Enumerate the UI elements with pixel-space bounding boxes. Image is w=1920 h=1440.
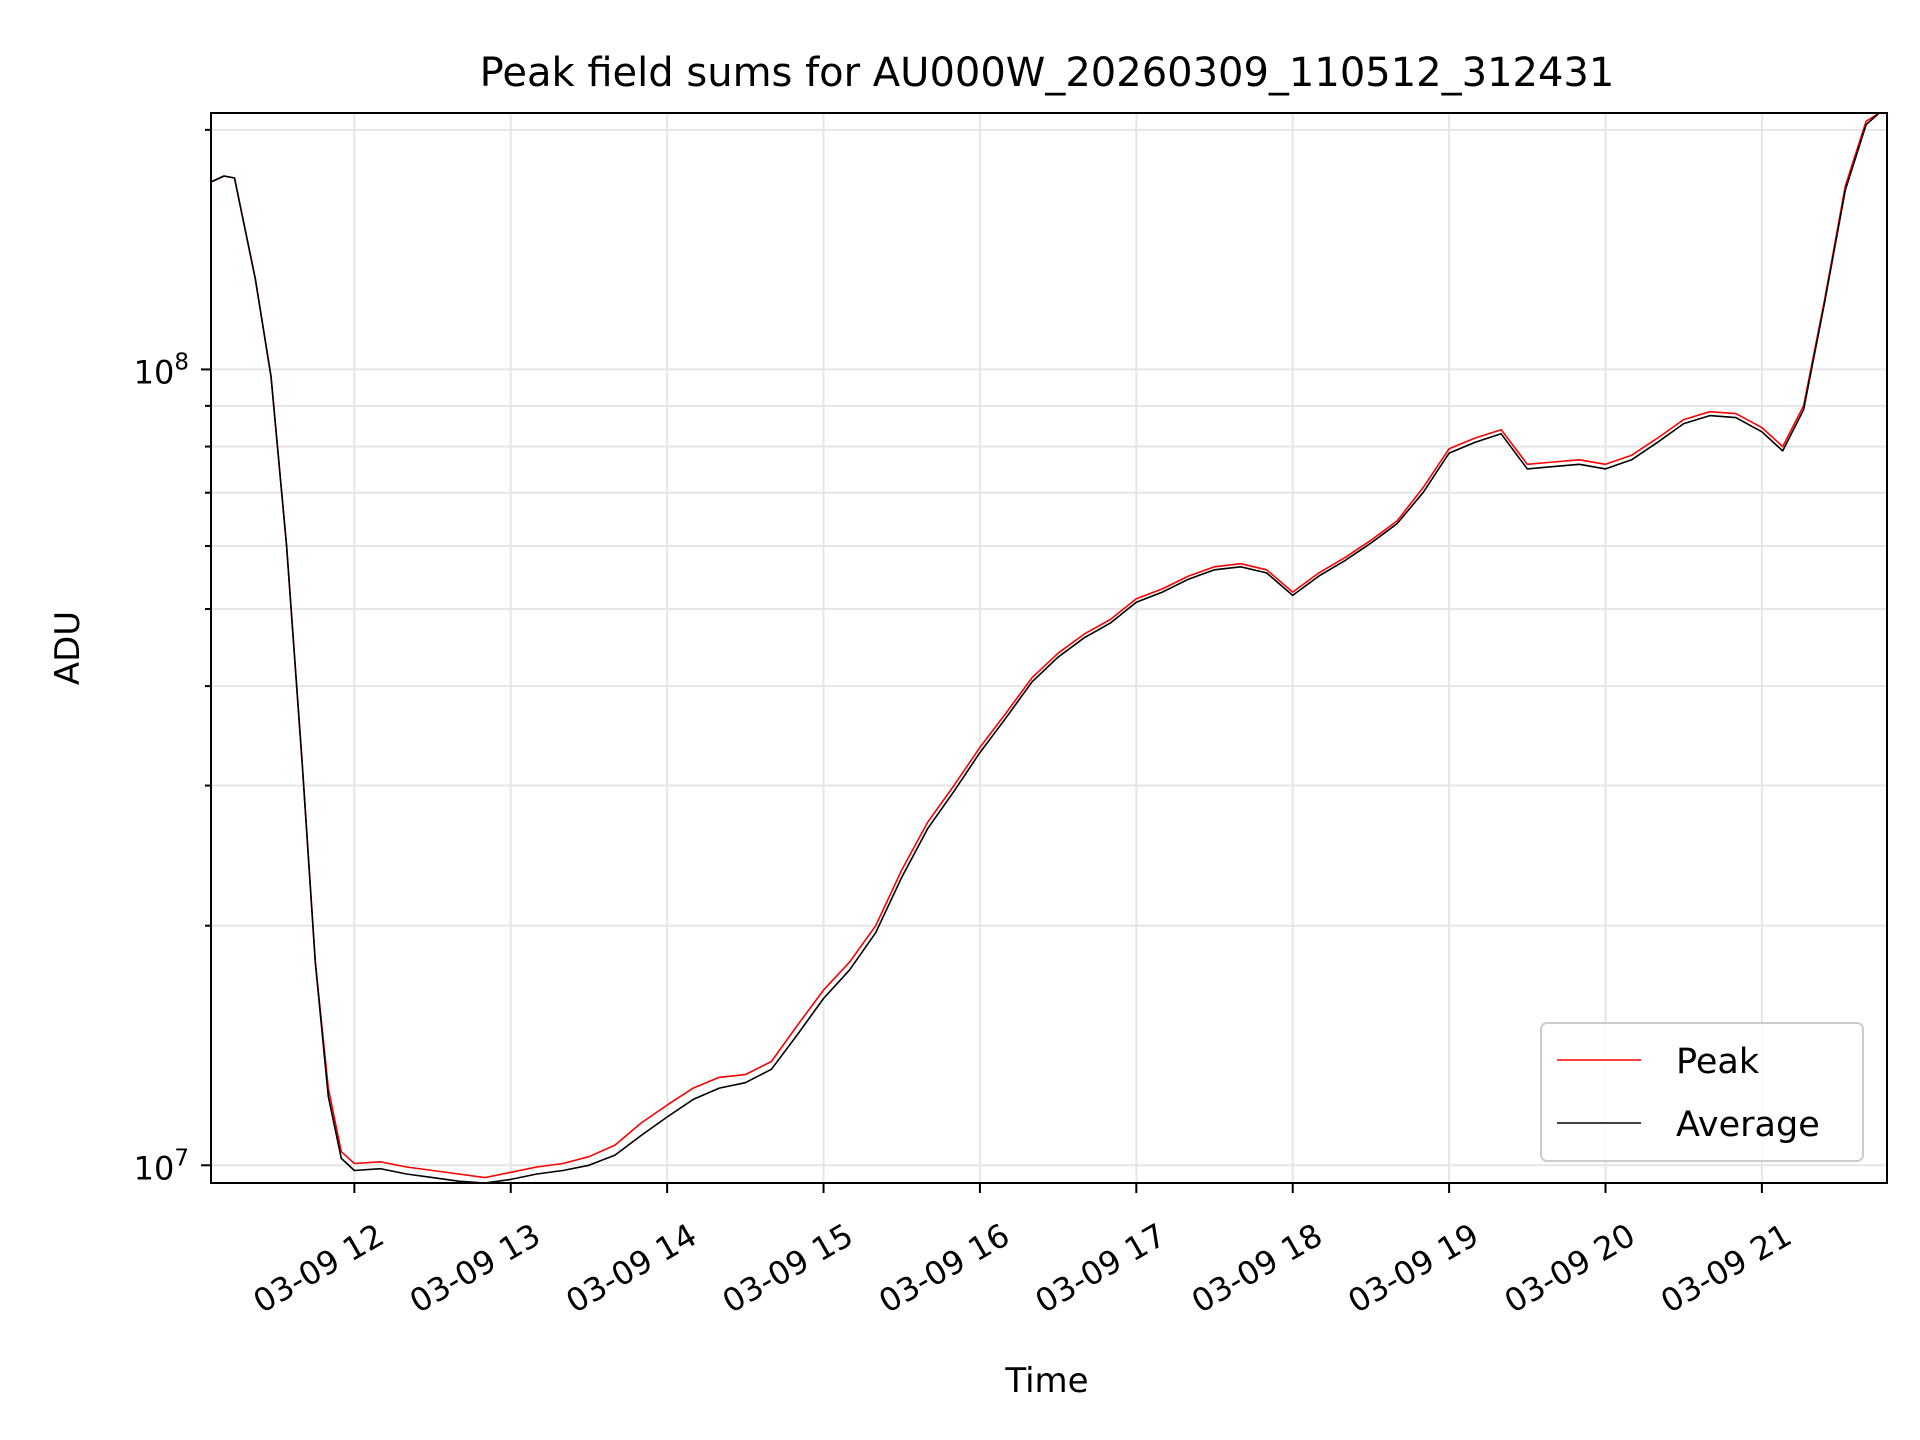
x-tick-label: 03-09 19: [1342, 1216, 1486, 1321]
y-axis-label: ADU: [48, 611, 88, 685]
x-tick-label: 03-09 13: [403, 1216, 547, 1321]
x-tick-label: 03-09 18: [1185, 1216, 1329, 1321]
legend: Peak Average: [1540, 1022, 1864, 1162]
x-tick-label: 03-09 15: [716, 1216, 860, 1321]
plot-frame: [210, 112, 1888, 1184]
series-line-peak: [210, 112, 1880, 1179]
legend-box: [1540, 1022, 1864, 1162]
x-tick-label: 03-09 14: [560, 1216, 704, 1321]
y-tick-label: 107: [134, 1145, 189, 1187]
series-layer: [210, 112, 1880, 1184]
chart-title: Peak field sums for AU000W_20260309_1105…: [480, 50, 1615, 96]
x-axis-label: Time: [1004, 1361, 1088, 1401]
legend-peak-label: Peak: [1676, 1042, 1760, 1082]
grid: [211, 113, 1887, 1183]
series-line-average: [210, 112, 1880, 1184]
legend-average-label: Average: [1676, 1105, 1820, 1145]
x-tick-label: 03-09 20: [1498, 1216, 1642, 1321]
x-tick-label: 03-09 12: [247, 1216, 391, 1321]
x-tick-label: 03-09 16: [872, 1216, 1016, 1321]
x-tick-label: 03-09 17: [1029, 1216, 1173, 1321]
x-tick-label: 03-09 21: [1654, 1216, 1798, 1321]
y-tick-label: 108: [134, 349, 189, 391]
